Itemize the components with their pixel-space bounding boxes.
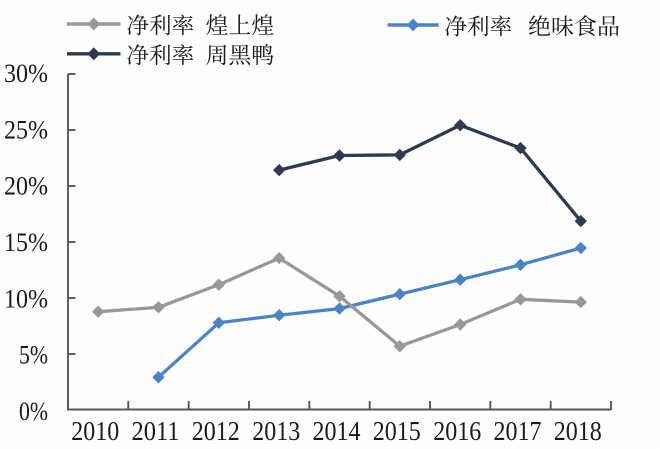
svg-text:2010: 2010 bbox=[71, 415, 119, 446]
svg-text:25%: 25% bbox=[4, 114, 48, 144]
svg-text:2014: 2014 bbox=[313, 415, 361, 446]
svg-text:2012: 2012 bbox=[192, 415, 240, 446]
svg-text:2015: 2015 bbox=[373, 415, 421, 446]
svg-text:2013: 2013 bbox=[252, 415, 300, 446]
svg-text:2011: 2011 bbox=[132, 415, 180, 446]
svg-text:2018: 2018 bbox=[554, 415, 602, 446]
svg-text:0%: 0% bbox=[19, 396, 48, 426]
svg-text:2016: 2016 bbox=[433, 415, 481, 446]
svg-text:10%: 10% bbox=[4, 283, 48, 313]
svg-text:20%: 20% bbox=[4, 171, 48, 201]
svg-text:15%: 15% bbox=[4, 227, 48, 257]
svg-text:5%: 5% bbox=[19, 340, 48, 370]
svg-text:30%: 30% bbox=[4, 58, 48, 88]
svg-text:2017: 2017 bbox=[494, 415, 542, 446]
